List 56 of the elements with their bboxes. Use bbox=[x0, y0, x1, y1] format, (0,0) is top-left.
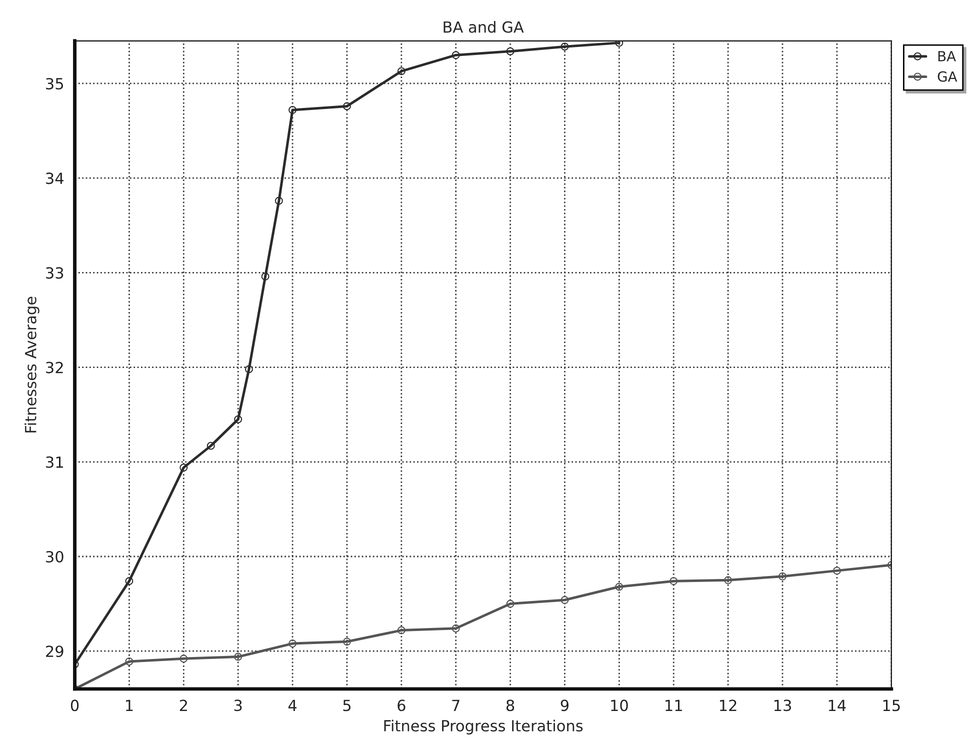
x-tick-label: 9 bbox=[560, 700, 569, 712]
point bbox=[342, 638, 351, 646]
x-tick-label: 2 bbox=[180, 700, 187, 711]
point bbox=[724, 576, 732, 584]
x-tick-label: 14 bbox=[828, 700, 846, 711]
x-tick-label: 10 bbox=[611, 700, 628, 712]
x-tick-label: 13 bbox=[774, 700, 791, 712]
legend-label: GA bbox=[938, 71, 958, 82]
point bbox=[234, 652, 242, 661]
x-tick-label: 4 bbox=[288, 700, 297, 711]
point bbox=[670, 577, 678, 586]
point bbox=[397, 67, 406, 76]
point bbox=[615, 40, 624, 47]
point bbox=[234, 415, 242, 424]
x-axis-title: Fitness Progress Iterations bbox=[384, 720, 583, 734]
x-tick-label: 12 bbox=[720, 700, 736, 711]
y-tick-label: 35 bbox=[46, 78, 64, 90]
point bbox=[452, 51, 460, 60]
x-tick-label: 5 bbox=[343, 700, 350, 712]
x-tick-label: 6 bbox=[398, 700, 406, 712]
point bbox=[397, 626, 406, 634]
y-tick-label: 34 bbox=[46, 172, 64, 184]
point bbox=[288, 640, 297, 648]
y-tick-label: 31 bbox=[46, 456, 63, 468]
point bbox=[832, 566, 841, 575]
legend-label: BA bbox=[938, 51, 956, 62]
point bbox=[506, 600, 514, 608]
point bbox=[778, 572, 786, 580]
y-tick-label: 33 bbox=[46, 267, 64, 279]
point bbox=[452, 624, 460, 632]
point bbox=[560, 596, 569, 604]
x-tick-label: 8 bbox=[506, 700, 514, 712]
x-tick-label: 7 bbox=[452, 700, 460, 711]
point bbox=[125, 577, 134, 586]
point bbox=[180, 464, 188, 472]
point bbox=[615, 582, 624, 591]
point bbox=[180, 654, 188, 663]
point bbox=[206, 442, 215, 450]
x-tick-label: 3 bbox=[234, 700, 242, 712]
x-tick-label: 15 bbox=[883, 700, 900, 712]
point bbox=[506, 47, 514, 56]
point bbox=[244, 365, 253, 374]
point bbox=[342, 102, 351, 110]
y-tick-label: 30 bbox=[46, 550, 64, 563]
chart-title: BA and GA bbox=[444, 20, 524, 33]
point bbox=[125, 658, 134, 666]
point bbox=[274, 196, 283, 205]
x-tick-label: 0 bbox=[70, 700, 79, 712]
y-tick-label: 32 bbox=[46, 362, 63, 374]
point bbox=[560, 42, 569, 51]
y-axis-title: Fitnesses Average bbox=[24, 296, 40, 432]
point bbox=[288, 106, 297, 114]
point bbox=[261, 272, 270, 280]
x-tick-label: 11 bbox=[666, 700, 682, 711]
y-tick-label: 29 bbox=[46, 646, 64, 658]
x-tick-label: 1 bbox=[126, 700, 133, 711]
